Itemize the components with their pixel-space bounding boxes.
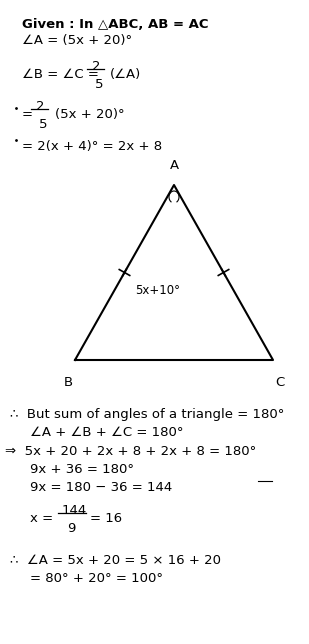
- Text: (5x + 20)°: (5x + 20)°: [55, 108, 125, 121]
- Text: Given : In △ABC, AB = AC: Given : In △ABC, AB = AC: [22, 18, 209, 31]
- Text: 9: 9: [67, 522, 75, 535]
- Text: 5: 5: [95, 78, 104, 91]
- Text: 9x + 36 = 180°: 9x + 36 = 180°: [30, 463, 134, 476]
- Text: B: B: [63, 376, 73, 389]
- Text: 5: 5: [39, 118, 48, 131]
- Text: ⇒  5x + 20 + 2x + 8 + 2x + 8 = 180°: ⇒ 5x + 20 + 2x + 8 + 2x + 8 = 180°: [5, 445, 256, 458]
- Text: ∠A = (5x + 20)°: ∠A = (5x + 20)°: [22, 34, 132, 47]
- Text: 144: 144: [62, 504, 87, 517]
- Text: = 80° + 20° = 100°: = 80° + 20° = 100°: [30, 572, 163, 585]
- Text: 2: 2: [36, 100, 44, 113]
- Text: = 16: = 16: [90, 512, 122, 525]
- Text: 5x+10°: 5x+10°: [135, 283, 180, 296]
- Text: ∴  ∠A = 5x + 20 = 5 × 16 + 20: ∴ ∠A = 5x + 20 = 5 × 16 + 20: [10, 554, 221, 567]
- Text: ∴  But sum of angles of a triangle = 180°: ∴ But sum of angles of a triangle = 180°: [10, 408, 284, 421]
- Text: (∠A): (∠A): [110, 68, 141, 81]
- Text: ∠A + ∠B + ∠C = 180°: ∠A + ∠B + ∠C = 180°: [30, 426, 184, 439]
- Text: ∠B = ∠C =: ∠B = ∠C =: [22, 68, 103, 81]
- Text: 2: 2: [92, 60, 100, 73]
- Text: =: =: [22, 108, 33, 121]
- Text: 9x = 180 − 36 = 144: 9x = 180 − 36 = 144: [30, 481, 172, 494]
- Text: A: A: [169, 159, 179, 172]
- Text: C: C: [275, 376, 285, 389]
- Text: x =: x =: [30, 512, 53, 525]
- Text: = 2(x + 4)° = 2x + 8: = 2(x + 4)° = 2x + 8: [22, 140, 162, 153]
